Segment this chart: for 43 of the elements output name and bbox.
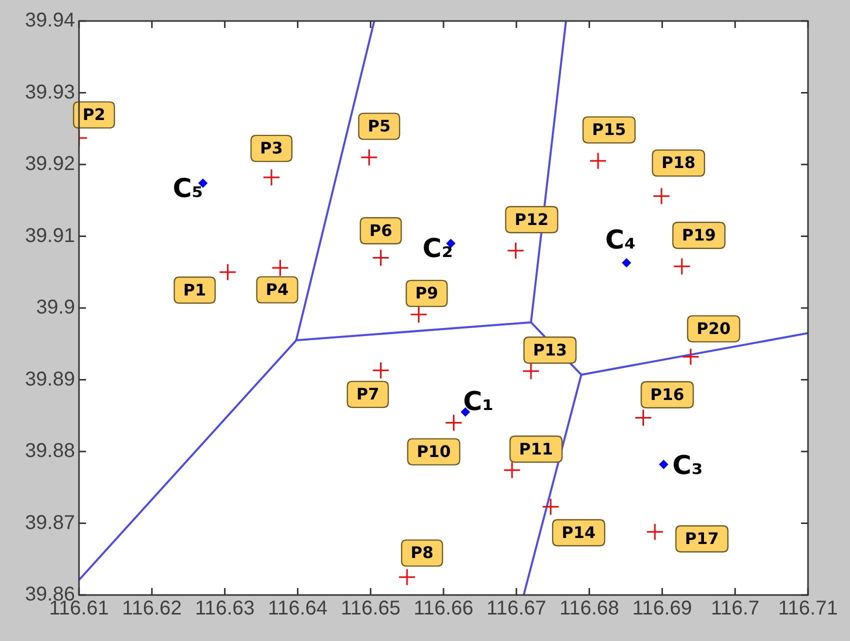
data-label: C₄ <box>605 226 636 256</box>
data-label: P11 <box>519 439 554 458</box>
y-tick-label: 39.89 <box>24 368 75 390</box>
data-label: P4 <box>266 280 289 299</box>
data-label: P3 <box>260 138 283 158</box>
x-tick-label: 116.67 <box>486 598 546 620</box>
data-label: P20 <box>696 318 731 338</box>
data-label: P15 <box>592 120 626 140</box>
x-tick-label: 116.63 <box>194 598 255 620</box>
data-label: P10 <box>416 442 451 461</box>
x-tick-label: 116.64 <box>268 598 328 620</box>
x-tick-label: 116.66 <box>414 598 474 620</box>
data-label: P18 <box>661 153 696 172</box>
data-label: C₂ <box>422 234 454 264</box>
data-label: P8 <box>410 543 434 562</box>
x-tick-label: 116.69 <box>632 598 692 620</box>
data-label: C₁ <box>463 386 494 417</box>
data-label: P7 <box>356 384 380 404</box>
data-label: P19 <box>682 226 716 245</box>
data-label: P9 <box>415 284 438 303</box>
data-label: P5 <box>368 116 391 136</box>
x-tick-label: 116.71 <box>778 598 838 620</box>
data-label: C₅ <box>172 174 204 204</box>
data-label: P14 <box>562 522 596 542</box>
y-tick-label: 39.91 <box>24 224 75 247</box>
y-tick-label: 39.92 <box>24 153 75 176</box>
data-label: P12 <box>514 210 549 229</box>
y-tick-label: 39.88 <box>24 440 75 462</box>
data-label: P16 <box>650 384 684 404</box>
data-label: P13 <box>532 340 567 360</box>
x-tick-label: 116.7 <box>710 598 760 620</box>
data-label: P17 <box>684 529 719 548</box>
data-label: C₃ <box>672 451 703 482</box>
data-label: P1 <box>183 280 206 300</box>
data-label: P6 <box>369 220 392 240</box>
data-label: P2 <box>82 105 106 124</box>
y-tick-label: 39.87 <box>24 512 75 534</box>
x-tick-label: 116.65 <box>340 598 400 620</box>
y-tick-label: 39.9 <box>36 296 75 319</box>
x-tick-label: 116.68 <box>559 598 620 620</box>
y-tick-label: 39.93 <box>24 81 75 104</box>
x-tick-label: 116.62 <box>122 598 182 620</box>
y-tick-label: 39.94 <box>24 10 75 32</box>
